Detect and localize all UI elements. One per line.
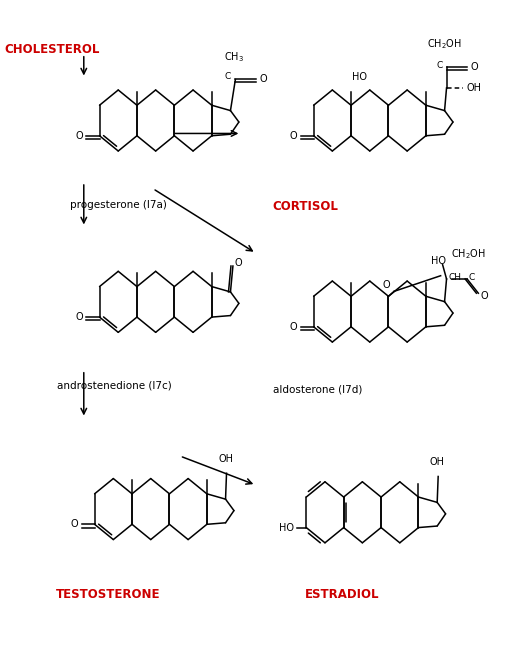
Text: C: C bbox=[437, 62, 443, 70]
Text: CH$_2$OH: CH$_2$OH bbox=[427, 37, 461, 51]
Text: OH: OH bbox=[218, 454, 233, 464]
Text: TESTOSTERONE: TESTOSTERONE bbox=[56, 588, 161, 601]
Text: OH: OH bbox=[429, 458, 445, 467]
Text: O: O bbox=[290, 130, 298, 141]
Text: CH$_2$OH: CH$_2$OH bbox=[451, 247, 486, 261]
Text: O: O bbox=[71, 519, 79, 530]
Text: androstenedione (l7c): androstenedione (l7c) bbox=[57, 381, 172, 391]
Text: HO: HO bbox=[352, 71, 368, 82]
Text: O: O bbox=[470, 62, 478, 72]
Text: C: C bbox=[469, 273, 475, 282]
Text: O: O bbox=[383, 280, 391, 290]
Text: HO: HO bbox=[279, 522, 294, 533]
Text: ESTRADIOL: ESTRADIOL bbox=[305, 588, 380, 601]
Text: progesterone (l7a): progesterone (l7a) bbox=[70, 199, 166, 210]
Text: O: O bbox=[290, 322, 298, 332]
Text: O: O bbox=[76, 130, 83, 141]
Text: aldosterone (l7d): aldosterone (l7d) bbox=[273, 384, 362, 394]
Text: HO: HO bbox=[430, 256, 446, 266]
Text: O: O bbox=[480, 291, 488, 300]
Text: CHOLESTEROL: CHOLESTEROL bbox=[4, 43, 99, 56]
Text: O: O bbox=[259, 75, 267, 84]
Text: OH: OH bbox=[467, 83, 482, 93]
Text: CH: CH bbox=[448, 273, 461, 282]
Text: O: O bbox=[235, 258, 243, 268]
Text: CH$_3$: CH$_3$ bbox=[224, 50, 244, 64]
Text: O: O bbox=[76, 312, 83, 322]
Text: CORTISOL: CORTISOL bbox=[272, 199, 338, 212]
Text: C: C bbox=[224, 72, 230, 80]
